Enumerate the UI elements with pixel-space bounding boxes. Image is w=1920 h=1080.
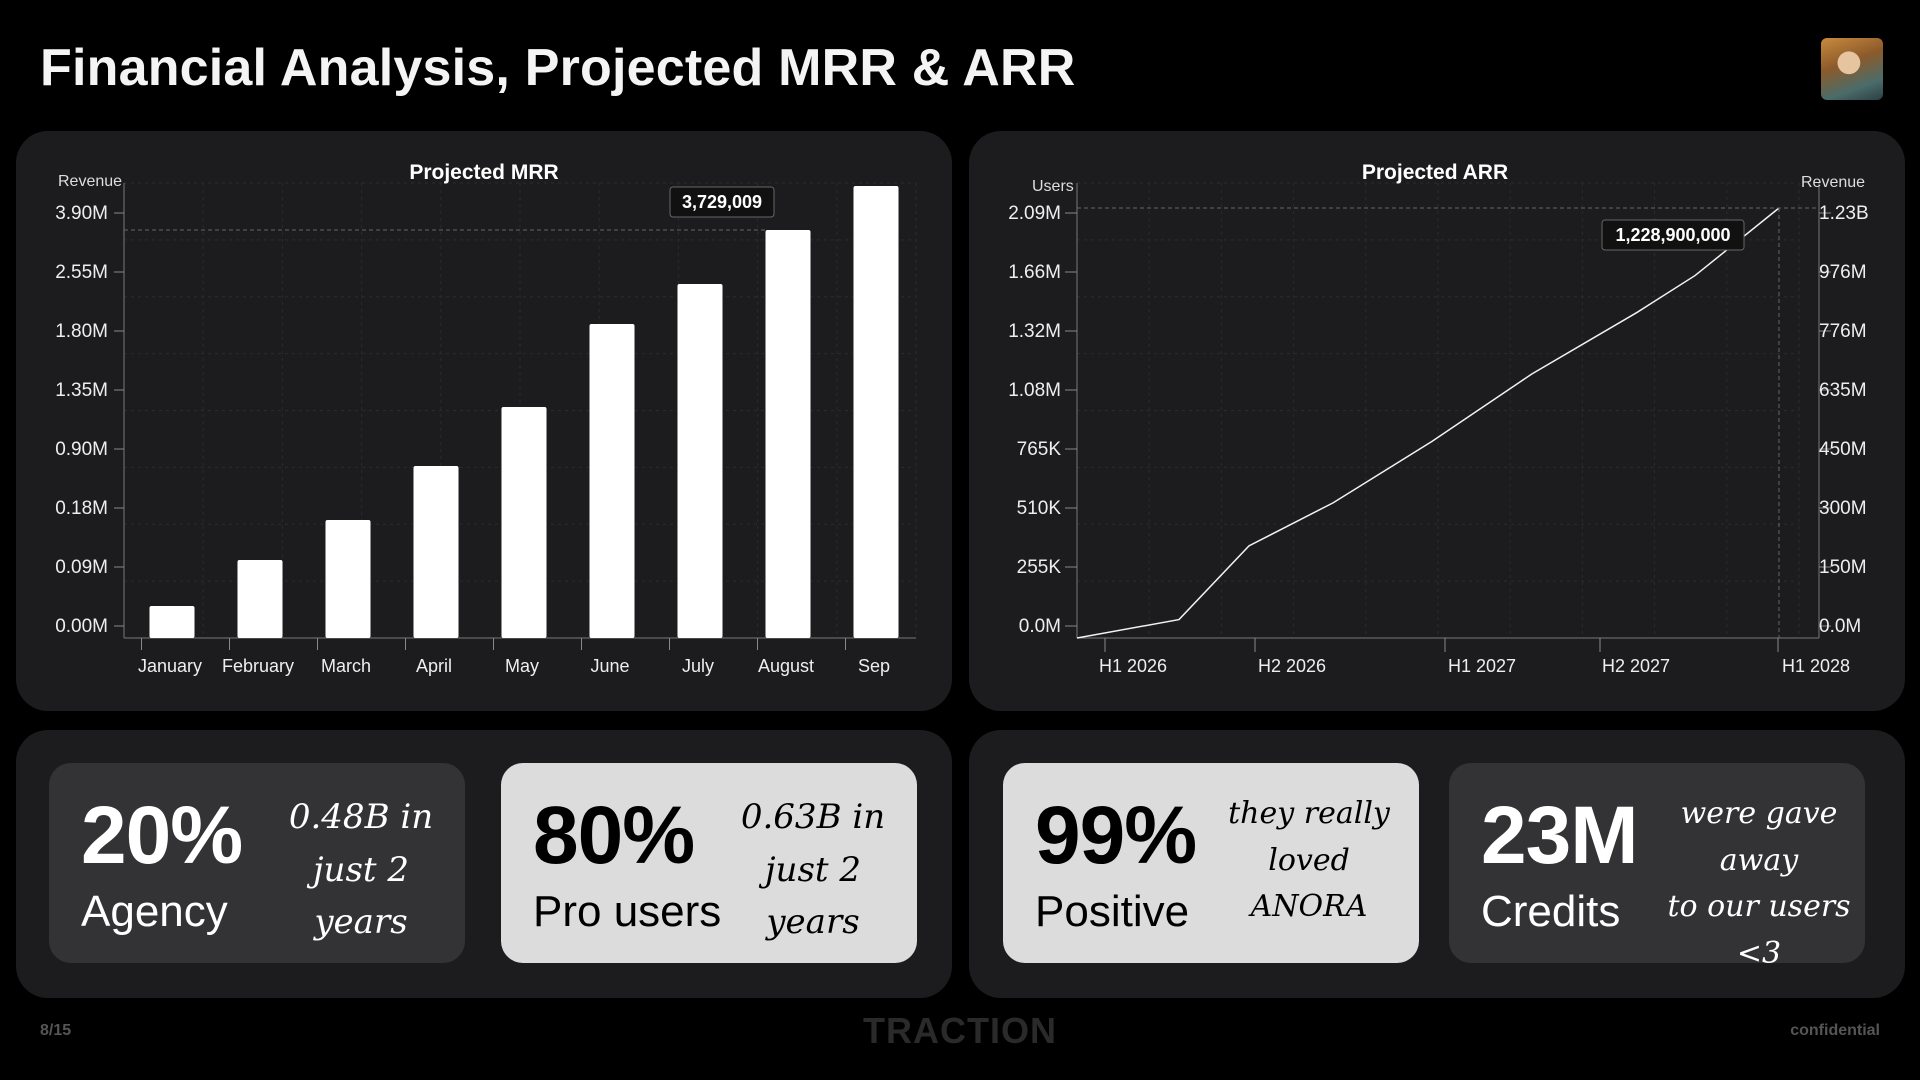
y2-tick-label: 1.23B xyxy=(1819,203,1869,224)
bar xyxy=(413,466,459,638)
callout-value: 1,228,900,000 xyxy=(1615,225,1730,245)
y-tick-label: 1.08M xyxy=(1008,380,1061,401)
kpi-value: 23M xyxy=(1481,790,1639,881)
y2-tick-label: 0.0M xyxy=(1819,616,1861,637)
x-tick-label: March xyxy=(321,656,371,676)
y-tick-label: 0.0M xyxy=(1019,616,1061,637)
kpi-value: 20% xyxy=(81,790,243,881)
y-tick-label: 0.90M xyxy=(55,439,108,460)
y-tick-label: 2.09M xyxy=(1008,203,1061,224)
y-tick-label: 1.32M xyxy=(1008,321,1061,342)
x-tick-label: June xyxy=(590,656,629,676)
callout-box xyxy=(1601,219,1745,251)
y-tick-label: 3.90M xyxy=(55,203,108,224)
y-tick-label: 0.00M xyxy=(55,616,108,637)
mrr-panel: Projected MRR Revenue 3.90M 2.55M 1.80M 1.35M… xyxy=(16,131,952,711)
y-tick-label: 0.18M xyxy=(55,498,108,519)
bar xyxy=(677,284,723,638)
kpi-label: Credits xyxy=(1481,887,1621,936)
arr-panel: Projected ARR Users Revenue 2.09M 1.66M 1.32M… xyxy=(969,131,1905,711)
kpi-panel-right: 99% Positive they really loved ANORA 23M… xyxy=(969,730,1905,998)
y2-tick-label: 150M xyxy=(1819,557,1867,578)
kpi-card-pro-users: 80% Pro users 0.63B in just 2 years xyxy=(501,763,917,963)
y-tick-label: 510K xyxy=(1017,498,1062,519)
kpi-value: 99% xyxy=(1035,790,1197,881)
kpi-note: 0.63B in just 2 years xyxy=(740,797,886,943)
y-tick-label: 2.55M xyxy=(55,262,108,283)
chart-title: Projected MRR xyxy=(409,161,558,184)
x-tick-label: H2 2026 xyxy=(1258,656,1326,676)
callout-box xyxy=(669,186,775,218)
bar xyxy=(149,606,195,638)
bar xyxy=(853,186,899,638)
y-tick-label: 0.09M xyxy=(55,557,108,578)
bar xyxy=(501,407,547,638)
section-label: TRACTION xyxy=(863,1010,1057,1051)
kpi-label: Pro users xyxy=(533,887,722,936)
confidential-label: confidential xyxy=(1790,1022,1880,1039)
mrr-chart: Projected MRR Revenue 3.90M 2.55M 1.80M 1.35M… xyxy=(55,161,917,676)
y-tick-label: 765K xyxy=(1017,439,1062,460)
kpi-card-agency: 20% Agency 0.48B in just 2 years xyxy=(49,763,465,963)
y2-tick-label: 300M xyxy=(1819,498,1867,519)
bar xyxy=(765,230,811,638)
x-tick-label: August xyxy=(758,656,814,676)
avatar[interactable] xyxy=(1821,38,1883,100)
kpi-card-positive: 99% Positive they really loved ANORA xyxy=(1003,763,1419,963)
y-axis-left-label: Users xyxy=(1032,178,1074,195)
x-tick-label: H1 2028 xyxy=(1782,656,1850,676)
x-tick-label: July xyxy=(682,656,714,676)
x-tick-label: H2 2027 xyxy=(1602,656,1670,676)
kpi-card-credits: 23M Credits were gave away to our users … xyxy=(1449,763,1865,963)
x-tick-label: May xyxy=(505,656,539,676)
chart-title: Projected ARR xyxy=(1362,161,1508,184)
page-title: Financial Analysis, Projected MRR & ARR xyxy=(40,39,1076,97)
bar xyxy=(589,324,635,638)
arr-series-line xyxy=(1076,207,1780,639)
y-axis-right-label: Revenue xyxy=(1801,174,1865,191)
y2-tick-label: 450M xyxy=(1819,439,1867,460)
y-tick-label: 1.80M xyxy=(55,321,108,342)
kpi-label: Agency xyxy=(81,887,228,936)
x-tick-label: April xyxy=(416,656,452,676)
y2-tick-label: 976M xyxy=(1819,262,1867,283)
x-tick-label: H1 2027 xyxy=(1448,656,1516,676)
kpi-label: Positive xyxy=(1035,887,1190,936)
kpi-panel-left: 20% Agency 0.48B in just 2 years 80% Pro… xyxy=(16,730,952,998)
x-tick-label: H1 2026 xyxy=(1099,656,1167,676)
y2-tick-label: 635M xyxy=(1819,380,1867,401)
arr-chart: Projected ARR Users Revenue 2.09M 1.66M 1.32M… xyxy=(1008,161,1869,676)
x-tick-label: Sep xyxy=(858,656,890,676)
callout-value: 3,729,009 xyxy=(682,192,762,212)
y-tick-label: 255K xyxy=(1017,557,1062,578)
bar xyxy=(325,520,371,638)
bar xyxy=(237,560,283,638)
y2-tick-label: 776M xyxy=(1819,321,1867,342)
page-number: 8/15 xyxy=(40,1022,72,1039)
x-tick-label: February xyxy=(222,656,294,676)
kpi-note: 0.48B in just 2 years xyxy=(288,797,434,943)
y-axis-label: Revenue xyxy=(58,173,122,190)
kpi-note: they really loved ANORA xyxy=(1228,796,1390,924)
kpi-value: 80% xyxy=(533,790,695,881)
kpi-note: were gave away to our users <3 xyxy=(1667,796,1851,963)
y-tick-label: 1.35M xyxy=(55,380,108,401)
y-tick-label: 1.66M xyxy=(1008,262,1061,283)
x-tick-label: January xyxy=(138,656,202,676)
